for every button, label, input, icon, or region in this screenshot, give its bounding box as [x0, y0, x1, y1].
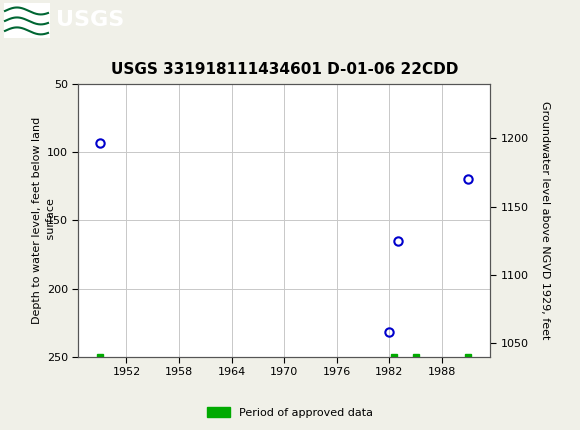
- Bar: [4, 3, 50, 38]
- Y-axis label: Groundwater level above NGVD 1929, feet: Groundwater level above NGVD 1929, feet: [540, 101, 550, 340]
- Text: USGS: USGS: [56, 10, 124, 30]
- Legend: Period of approved data: Period of approved data: [203, 403, 377, 422]
- Y-axis label: Depth to water level, feet below land
 surface: Depth to water level, feet below land su…: [32, 117, 56, 324]
- Title: USGS 331918111434601 D-01-06 22CDD: USGS 331918111434601 D-01-06 22CDD: [111, 62, 458, 77]
